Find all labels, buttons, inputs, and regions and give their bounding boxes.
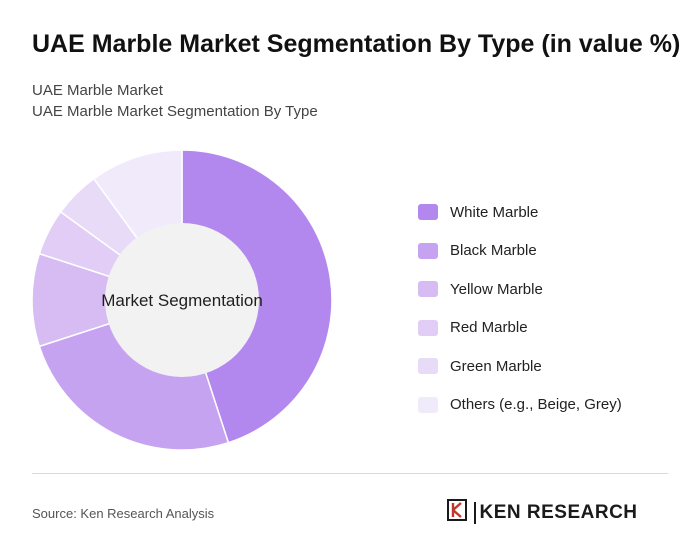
legend-swatch [418,281,438,298]
footer-divider [32,473,668,474]
legend-label: Others (e.g., Beige, Grey) [450,396,622,414]
ken-research-k-logo-icon [446,498,468,527]
legend-swatch [418,242,438,259]
legend-swatch [418,396,438,413]
subtitle-market: UAE Marble Market [32,82,163,99]
legend-item: White Marble [418,193,622,232]
logo-separator [474,501,476,524]
legend-label: Yellow Marble [450,280,543,298]
legend-swatch [418,358,438,375]
source-note: Source: Ken Research Analysis [32,506,215,521]
subtitle-segmentation: UAE Marble Market Segmentation By Type [32,103,318,120]
donut-chart: Market Segmentation [31,149,333,451]
chart-legend: White Marble Black Marble Yellow Marble … [418,193,622,424]
ken-research-logo: KEN RESEARCH [446,498,638,527]
legend-label: Green Marble [450,357,542,375]
legend-item: Yellow Marble [418,270,622,309]
page-title: UAE Marble Market Segmentation By Type (… [32,30,681,58]
legend-label: Red Marble [450,319,528,337]
legend-item: Red Marble [418,309,622,348]
legend-item: Others (e.g., Beige, Grey) [418,386,622,425]
legend-swatch [418,319,438,336]
legend-item: Green Marble [418,347,622,386]
legend-label: White Marble [450,203,539,221]
legend-swatch [418,204,438,221]
donut-center [105,223,259,377]
legend-item: Black Marble [418,232,622,271]
legend-label: Black Marble [450,242,537,260]
donut-center-label: Market Segmentation [101,291,263,310]
logo-text: KEN RESEARCH [479,501,638,523]
